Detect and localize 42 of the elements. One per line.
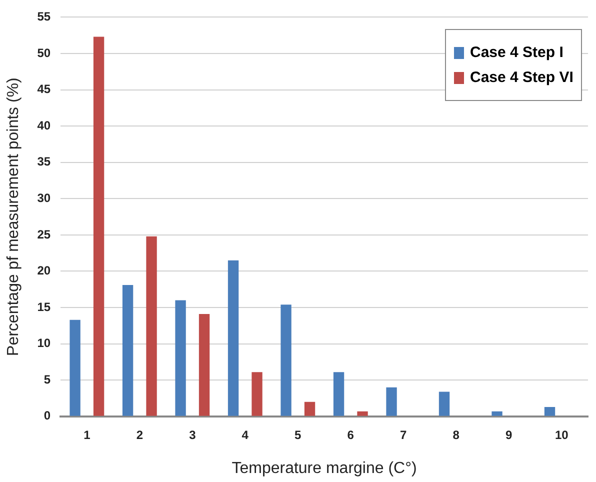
x-tick-label: 5: [294, 428, 302, 442]
y-axis-title: Percentage pf measurement points (%): [5, 78, 22, 356]
bar: [357, 411, 368, 416]
legend-label: Case 4 Step I: [470, 44, 564, 62]
bar: [198, 314, 210, 416]
y-tick-label: 45: [37, 82, 51, 96]
y-tick-label: 30: [37, 190, 51, 205]
y-tick-label: 5: [44, 372, 51, 386]
y-tick-label: 20: [37, 264, 51, 278]
x-tick-label: 6: [347, 428, 354, 442]
x-tick-label: 7: [400, 428, 408, 442]
y-tick-label: 0: [44, 408, 51, 423]
bar: [304, 402, 316, 416]
bar: [146, 236, 157, 416]
bar: [252, 372, 262, 416]
x-tick-label: 2: [136, 428, 144, 442]
y-tick-label: 40: [37, 118, 51, 132]
bar: [492, 411, 502, 416]
bar: [175, 300, 186, 416]
y-tick-label: 50: [37, 46, 51, 60]
bar: [386, 387, 397, 416]
bar: [122, 285, 134, 416]
x-tick-label: 9: [506, 428, 513, 442]
bar: [70, 320, 80, 416]
legend-label: Case 4 Step VI: [470, 69, 574, 86]
bar: [93, 36, 104, 416]
y-tick-label: 35: [37, 154, 51, 169]
bar: [228, 260, 239, 416]
bar: [544, 406, 556, 416]
bar: [333, 372, 344, 416]
y-tick-label: 55: [37, 10, 51, 24]
x-tick-label: 1: [84, 428, 91, 442]
x-tick-label: 10: [554, 428, 569, 442]
x-tick-label: 3: [189, 428, 196, 442]
y-tick-label: 10: [37, 336, 51, 350]
y-tick-label: 15: [37, 300, 51, 314]
bar: [280, 304, 292, 416]
x-tick-label: 4: [242, 428, 249, 442]
y-tick-label: 25: [37, 227, 51, 242]
x-axis-title: Temperature margine (C°): [232, 460, 417, 477]
x-tick-label: 8: [452, 428, 460, 442]
bar: [438, 392, 450, 416]
